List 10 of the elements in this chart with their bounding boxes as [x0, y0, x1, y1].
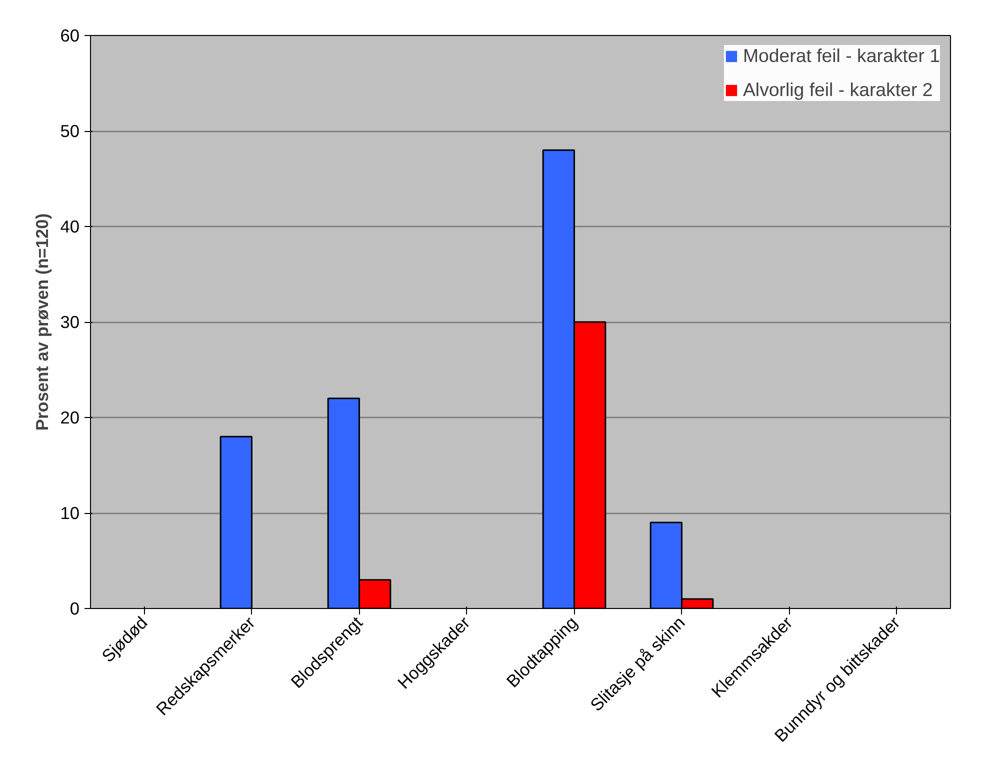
y-tick-label: 30 — [60, 312, 80, 332]
legend-label: Moderat feil - karakter 1 — [742, 45, 940, 67]
legend-label: Alvorlig feil - karakter 2 — [742, 79, 933, 101]
y-axis-title: Prosent av prøven (n=120) — [32, 213, 52, 431]
y-tick-label: 0 — [70, 598, 80, 618]
y-tick-label: 40 — [60, 216, 80, 236]
y-tick-label: 60 — [60, 26, 80, 46]
y-tick-label: 10 — [60, 503, 80, 523]
y-tick-label: 20 — [60, 408, 80, 428]
y-tick-label: 50 — [60, 121, 80, 141]
